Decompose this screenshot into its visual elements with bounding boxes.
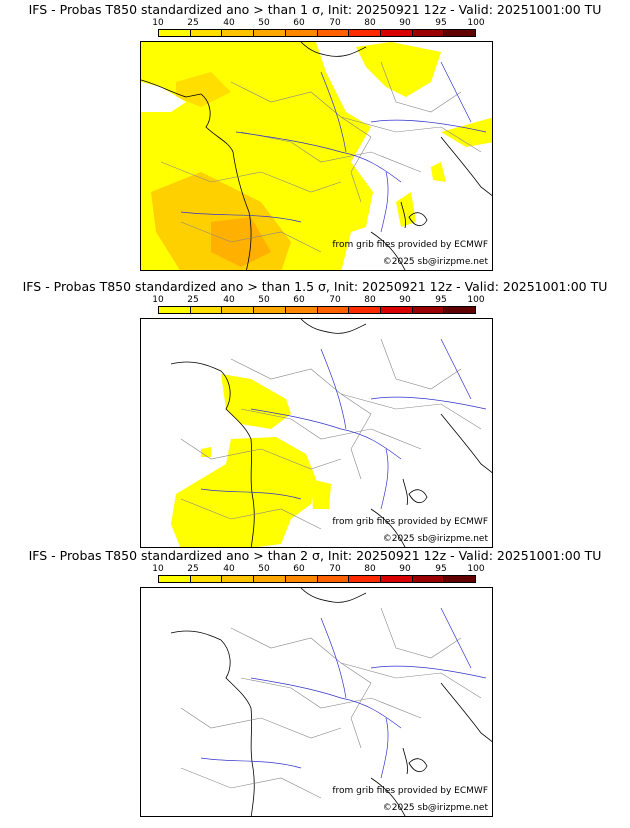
colorbar-tick: 60 [293,295,305,305]
copyright-label: ©2025 sb@irizpme.net [382,257,488,267]
colorbar-tick: 25 [187,295,199,305]
colorbar-swatch [254,576,286,582]
map-canvas [170,319,492,547]
map-canvas [170,588,492,816]
colorbar [158,306,476,314]
probability-map: from grib files provided by ECMWF ©2025 … [140,318,493,548]
colorbar-swatch [349,576,381,582]
coastlines [141,42,492,270]
colorbar-swatch [190,30,223,36]
data-credit: from grib files provided by ECMWF [332,786,488,796]
colorbar-tick: 100 [467,295,485,305]
map-panel-2: IFS - Probas T850 standardized ano > tha… [0,279,630,551]
probability-area [141,42,492,270]
colorbar-swatch [190,576,223,582]
colorbar-tick: 70 [329,295,341,305]
colorbar-tick: 90 [399,18,411,28]
panel-title: IFS - Probas T850 standardized ano > tha… [28,2,602,17]
colorbar-swatch [412,576,445,582]
coastlines [170,588,492,816]
colorbar-swatch [317,30,350,36]
colorbar-tick: 10 [152,18,164,28]
colorbar-tick: 50 [258,18,270,28]
colorbar-swatch [159,576,191,582]
colorbar-tick: 70 [329,564,341,574]
colorbar-swatch [285,576,318,582]
colorbar-tick: 40 [223,18,235,28]
colorbar-swatch [285,30,318,36]
panel-title: IFS - Probas T850 standardized ano > tha… [22,279,608,294]
copyright-label: ©2025 sb@irizpme.net [382,803,488,813]
data-credit: from grib files provided by ECMWF [332,240,488,250]
data-credit: from grib files provided by ECMWF [332,517,488,527]
colorbar-tick: 80 [364,18,376,28]
colorbar-swatch [412,307,445,313]
colorbar-swatch [254,307,286,313]
colorbar-tick: 95 [435,564,447,574]
colorbar-tick: 80 [364,564,376,574]
panel-title: IFS - Probas T850 standardized ano > tha… [28,548,602,563]
colorbar-ticks: 10 25 40 50 60 70 80 90 95 100 [0,18,630,29]
colorbar-tick: 25 [187,564,199,574]
colorbar-swatch [222,307,255,313]
colorbar-swatch [285,307,318,313]
colorbar-tick: 100 [467,564,485,574]
colorbar-swatch [317,307,350,313]
colorbar-tick: 60 [293,564,305,574]
colorbar-swatch [380,307,413,313]
colorbar-swatch [380,30,413,36]
colorbar-tick: 90 [399,564,411,574]
rivers [200,338,487,510]
colorbar-tick: 40 [223,295,235,305]
rivers [180,61,487,233]
colorbar-swatch [349,30,381,36]
colorbar-ticks: 10 25 40 50 60 70 80 90 95 100 [0,295,630,306]
colorbar-swatch [349,307,381,313]
colorbar-tick: 10 [152,295,164,305]
probability-map: from grib files provided by ECMWF ©2025 … [140,41,493,271]
map-panel-3: IFS - Probas T850 standardized ano > tha… [0,548,630,820]
colorbar-swatch [190,307,223,313]
colorbar-tick: 100 [467,18,485,28]
copyright-label: ©2025 sb@irizpme.net [382,534,488,544]
map-canvas [141,42,492,270]
map-panel-1: IFS - Probas T850 standardized ano > tha… [0,2,630,274]
colorbar-swatch [412,30,445,36]
colorbar-tick: 50 [258,564,270,574]
colorbar [158,575,476,583]
colorbar-tick: 25 [187,18,199,28]
colorbar-swatch [444,30,476,36]
rivers [200,607,487,779]
coastlines [170,319,492,547]
colorbar-tick: 80 [364,295,376,305]
colorbar-swatch [222,30,255,36]
colorbar-swatch [254,30,286,36]
colorbar-swatch [222,576,255,582]
colorbar-tick: 95 [435,18,447,28]
colorbar-swatch [159,307,191,313]
colorbar-tick: 95 [435,295,447,305]
borders [180,607,482,799]
colorbar [158,29,476,37]
probability-map: from grib files provided by ECMWF ©2025 … [140,587,493,817]
colorbar-swatch [317,576,350,582]
colorbar-ticks: 10 25 40 50 60 70 80 90 95 100 [0,564,630,575]
colorbar-swatch [159,30,191,36]
colorbar-tick: 40 [223,564,235,574]
colorbar-tick: 50 [258,295,270,305]
colorbar-tick: 10 [152,564,164,574]
colorbar-tick: 90 [399,295,411,305]
borders [180,338,482,530]
colorbar-tick: 60 [293,18,305,28]
borders [160,61,482,253]
colorbar-tick: 70 [329,18,341,28]
colorbar-swatch [380,576,413,582]
colorbar-swatch [444,307,476,313]
colorbar-swatch [444,576,476,582]
